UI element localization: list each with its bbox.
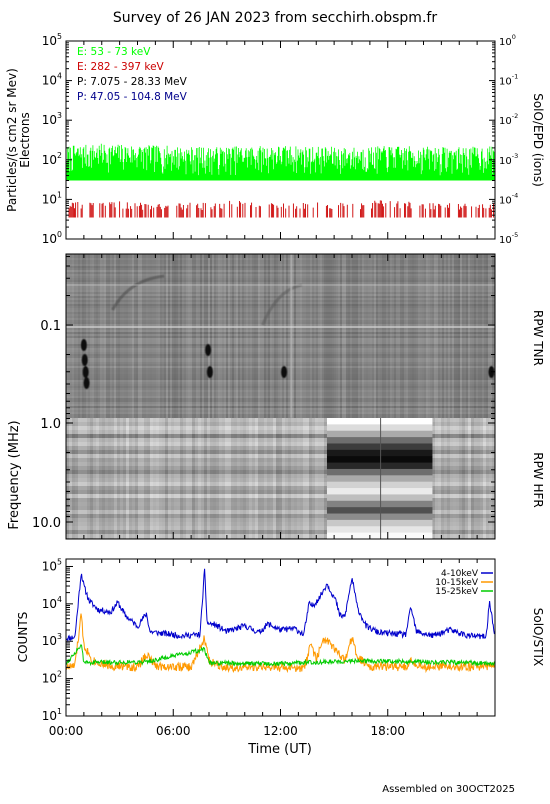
time-axis: 00:00 06:00 12:00 18:00 bbox=[49, 41, 496, 738]
stix-legend-label: 4-10keV bbox=[441, 569, 479, 579]
footer-assembled: Assembled on 30OCT2025 bbox=[382, 784, 515, 795]
epd-series-group bbox=[66, 143, 495, 218]
stix-legend-label: 15-25keV bbox=[435, 587, 479, 597]
stix-tick-label: 102 bbox=[42, 670, 62, 686]
epd-ylabel-line1: Particles/(s cm2 sr Mev) bbox=[5, 68, 19, 212]
rpw-hfr-gradient-block bbox=[326, 418, 433, 539]
epd-series-e282-397 bbox=[68, 200, 495, 218]
rpw-tnr-label: RPW TNR bbox=[531, 310, 545, 366]
epd-ylabel-line2: Electrons bbox=[18, 112, 32, 167]
stix-tick-label: 105 bbox=[42, 557, 62, 573]
rpw-freq-axis: 0.1 1.0 10.0 bbox=[32, 256, 495, 531]
epd-right-tick-label: 10-1 bbox=[499, 73, 518, 88]
time-tick-label: 00:00 bbox=[49, 724, 84, 738]
rpw-panel: 0.1 1.0 10.0 Frequency (MHz) RPW TNR RPW H… bbox=[7, 253, 545, 540]
stix-frame bbox=[65, 558, 496, 717]
rpw-hfr-label: RPW HFR bbox=[531, 452, 545, 508]
epd-left-tick-label: 104 bbox=[42, 72, 62, 88]
stix-tick-label: 104 bbox=[42, 595, 62, 611]
rpw-tick-label: 0.1 bbox=[40, 319, 61, 334]
rpw-ylabel: Frequency (MHz) bbox=[7, 420, 22, 529]
figure-title: Survey of 26 JAN 2023 from secchirh.obsp… bbox=[113, 10, 437, 26]
time-tick-label: 12:00 bbox=[263, 724, 298, 738]
stix-series-1525kev bbox=[66, 643, 495, 667]
epd-legend-entry: P: 7.075 - 28.33 MeV bbox=[77, 76, 188, 88]
rpw-radio-bursts bbox=[80, 254, 495, 418]
epd-right-tick-label: 100 bbox=[499, 33, 516, 48]
epd-legend-entry: P: 47.05 - 104.8 MeV bbox=[77, 91, 188, 103]
stix-right-label: SolO/STIX bbox=[531, 608, 545, 667]
rpw-spectrogram bbox=[66, 254, 495, 539]
epd-right-tick-label: 10-2 bbox=[499, 112, 518, 127]
epd-left-tick-label: 103 bbox=[42, 111, 62, 127]
time-tick-label: 18:00 bbox=[370, 724, 405, 738]
epd-right-tick-label: 10-3 bbox=[499, 152, 518, 167]
stix-series-410kev bbox=[66, 568, 495, 643]
epd-legend-entry: E: 53 - 73 keV bbox=[77, 46, 151, 58]
epd-legend-entry: E: 282 - 397 keV bbox=[77, 61, 165, 73]
rpw-tick-label: 1.0 bbox=[40, 417, 61, 432]
epd-left-tick-label: 102 bbox=[42, 151, 62, 167]
stix-ylabel: COUNTS bbox=[16, 612, 30, 663]
epd-series-e53-73 bbox=[66, 143, 495, 181]
epd-left-axis: 100 101 102 103 104 105 bbox=[42, 32, 72, 246]
epd-left-tick-label: 100 bbox=[42, 230, 62, 246]
epd-right-axis: 10-5 10-4 10-3 10-2 10-1 100 bbox=[489, 33, 518, 246]
rpw-tick-label: 10.0 bbox=[32, 516, 61, 531]
epd-right-tick-label: 10-4 bbox=[499, 191, 518, 206]
epd-right-tick-label: 10-5 bbox=[499, 231, 518, 246]
epd-left-tick-label: 105 bbox=[42, 32, 62, 48]
epd-legend: E: 53 - 73 keV E: 282 - 397 keV P: 7.075 -… bbox=[77, 46, 188, 103]
xaxis-label: Time (UT) bbox=[247, 742, 312, 757]
stix-series-group bbox=[66, 568, 495, 674]
stix-tick-label: 101 bbox=[42, 707, 62, 723]
time-tick-label: 06:00 bbox=[156, 724, 191, 738]
stix-legend-label: 10-15keV bbox=[435, 578, 479, 588]
stix-count-axis: 101 102 103 104 105 bbox=[42, 557, 73, 723]
epd-right-label: SolO/EPD (ions) bbox=[531, 93, 545, 187]
stix-series-1015kev bbox=[66, 613, 495, 674]
epd-left-tick-label: 101 bbox=[42, 190, 62, 206]
stix-tick-label: 103 bbox=[42, 632, 62, 648]
